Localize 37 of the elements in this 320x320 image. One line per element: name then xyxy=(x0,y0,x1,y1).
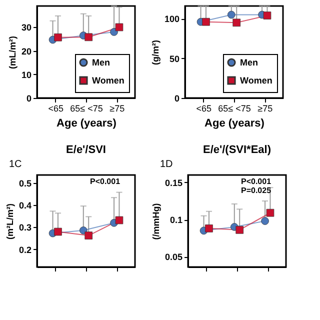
chart-title: E/e'/(SVI*Eal) xyxy=(202,144,272,156)
y-tick-label: 10 xyxy=(21,70,32,80)
x-axis-title: Age (years) xyxy=(56,118,117,130)
y-axis-title: (mL/m²) xyxy=(7,36,18,69)
y-tick-label: 20 xyxy=(21,46,32,56)
y-axis-title: (g/m²) xyxy=(150,40,160,65)
legend-label: Women xyxy=(92,76,124,86)
annotation: P=0.025 xyxy=(240,186,272,195)
chart-title: E/e'/SVI xyxy=(66,144,106,156)
y-tick-label: 0.05 xyxy=(164,252,182,262)
legend-label: Women xyxy=(240,76,272,86)
y-tick-label: 0.5 xyxy=(18,178,32,188)
text: 1C xyxy=(9,159,22,170)
x-tick-label: 65≤ <75 xyxy=(218,104,251,114)
legend-label: Men xyxy=(92,58,110,68)
y-tick-label: 50 xyxy=(169,54,180,64)
annotation: P<0.001 xyxy=(240,177,272,186)
y-tick-label: 0 xyxy=(26,94,32,104)
y-axis-title: (/mmHg) xyxy=(150,203,161,240)
x-tick-label: 65≤ <75 xyxy=(70,104,103,114)
y-tick-label: 0 xyxy=(174,94,180,104)
y-axis-title: (m²L/m²) xyxy=(4,204,15,240)
y-tick-label: 0.3 xyxy=(18,222,32,233)
x-tick-label: <65 xyxy=(196,104,212,114)
x-tick-label: ≥75 xyxy=(258,104,273,114)
y-tick-label: 30 xyxy=(21,22,32,33)
x-tick-label: ≥75 xyxy=(110,104,125,114)
annotation: P<0.001 xyxy=(90,177,121,186)
y-tick-label: 0.4 xyxy=(18,200,32,210)
y-tick-label: 0.15 xyxy=(164,178,182,188)
x-axis-title: Age (years) xyxy=(204,118,265,130)
y-tick-label: 0.1 xyxy=(170,215,182,226)
legend-label: Men xyxy=(240,58,258,68)
x-tick-label: <65 xyxy=(48,104,64,114)
y-tick-label: 0.2 xyxy=(18,244,32,255)
text: 1D xyxy=(160,159,173,170)
y-tick-label: 100 xyxy=(164,14,180,24)
